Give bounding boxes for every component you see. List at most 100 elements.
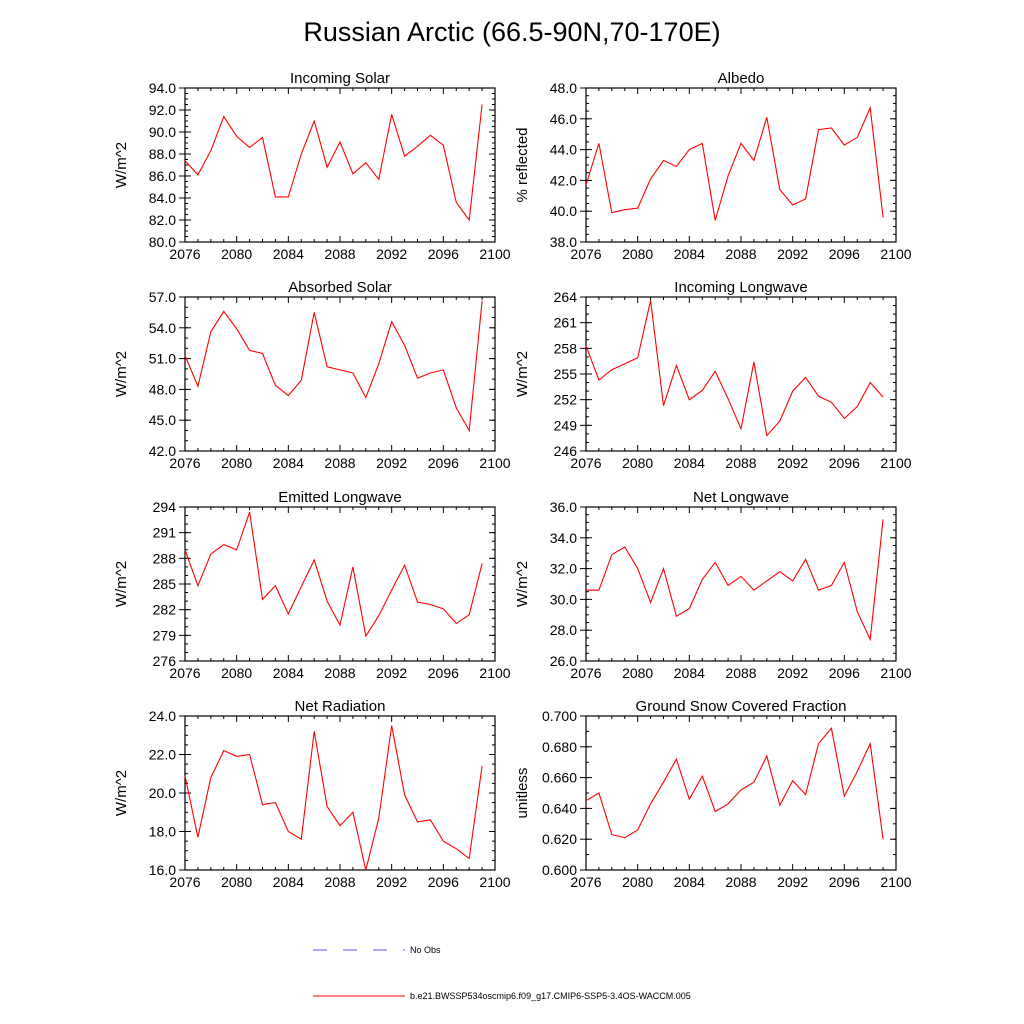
panel-title: Emitted Longwave <box>278 489 401 506</box>
y-tick-label: 80.0 <box>149 234 176 250</box>
series-line <box>586 519 884 642</box>
x-tick-label: 2084 <box>273 665 304 681</box>
x-tick-label: 2080 <box>221 455 252 471</box>
panel-title: Net Longwave <box>693 489 789 506</box>
y-tick-label: 291 <box>153 525 177 541</box>
x-tick-label: 2076 <box>169 665 200 681</box>
figure-title: Russian Arctic (66.5-90N,70-170E) <box>303 17 720 47</box>
y-tick-label: 26.0 <box>550 653 577 669</box>
panel-3: Absorbed Solar W/m^2 2076 2080 2084 2088 2092 2… <box>113 279 511 471</box>
panel-1: Incoming Solar W/m^2 2076 2080 2084 2088 2092 2… <box>113 70 511 262</box>
y-tick-label: 84.0 <box>149 190 176 206</box>
y-tick-label: 48.0 <box>149 381 176 397</box>
x-tick-label: 2076 <box>570 246 601 262</box>
x-tick-label: 2088 <box>725 246 756 262</box>
y-tick-label: 36.0 <box>550 499 577 515</box>
series-line <box>184 511 483 638</box>
y-tick-label: 252 <box>554 392 578 408</box>
series-line <box>585 300 884 437</box>
y-tick-label: 86.0 <box>149 168 176 184</box>
x-tick-label: 2092 <box>777 665 808 681</box>
y-axis-label: W/m^2 <box>514 561 531 607</box>
x-tick-label: 2092 <box>777 455 808 471</box>
y-tick-label: 32.0 <box>550 561 577 577</box>
x-tick-label: 2080 <box>622 246 653 262</box>
x-tick-label: 2088 <box>324 665 355 681</box>
x-tick-label: 2100 <box>479 455 510 471</box>
y-tick-label: 46.0 <box>550 111 577 127</box>
x-tick-label: 2096 <box>829 246 860 262</box>
y-tick-label: 0.620 <box>542 831 577 847</box>
panels: Incoming Solar W/m^2 2076 2080 2084 2088 2092 2… <box>113 70 912 890</box>
x-tick-label: 2084 <box>273 246 304 262</box>
panel-title: Albedo <box>718 70 765 87</box>
panel-2: Albedo % reflected 2076 2080 2084 2088 2092 209… <box>514 70 912 262</box>
plot-frame <box>184 715 496 871</box>
y-tick-label: 255 <box>554 366 578 382</box>
y-tick-label: 34.0 <box>550 530 577 546</box>
y-tick-label: 28.0 <box>550 622 577 638</box>
panel-title: Incoming Solar <box>290 70 390 87</box>
y-tick-label: 0.700 <box>542 708 577 724</box>
x-tick-label: 2100 <box>880 874 911 890</box>
y-axis-label: W/m^2 <box>113 770 130 816</box>
y-tick-label: 51.0 <box>149 351 176 367</box>
y-tick-label: 279 <box>153 627 177 643</box>
y-tick-label: 45.0 <box>149 412 176 428</box>
x-tick-label: 2092 <box>376 246 407 262</box>
y-axis-label: % reflected <box>514 127 531 202</box>
y-tick-label: 0.660 <box>542 770 577 786</box>
panel-7: Net Radiation W/m^2 2076 2080 2084 2088 2092 20… <box>113 698 511 890</box>
x-tick-label: 2084 <box>674 665 705 681</box>
y-tick-label: 0.600 <box>542 862 577 878</box>
plot-frame <box>184 296 496 452</box>
y-tick-label: 44.0 <box>550 142 577 158</box>
x-tick-label: 2084 <box>674 455 705 471</box>
y-tick-label: 258 <box>554 340 578 356</box>
y-tick-label: 30.0 <box>550 591 577 607</box>
y-tick-label: 94.0 <box>149 80 176 96</box>
x-tick-label: 2096 <box>829 665 860 681</box>
x-tick-label: 2088 <box>725 455 756 471</box>
x-tick-label: 2100 <box>880 455 911 471</box>
x-tick-label: 2080 <box>221 874 252 890</box>
plot-frame <box>585 87 897 243</box>
x-tick-label: 2088 <box>725 665 756 681</box>
x-tick-label: 2096 <box>428 874 459 890</box>
x-tick-label: 2080 <box>622 455 653 471</box>
y-tick-label: 294 <box>153 499 177 515</box>
panel-4: Incoming Longwave W/m^2 2076 2080 2084 2088 20… <box>514 279 912 471</box>
x-tick-label: 2080 <box>622 874 653 890</box>
x-tick-label: 2076 <box>570 455 601 471</box>
y-tick-label: 276 <box>153 653 177 669</box>
y-tick-label: 38.0 <box>550 234 577 250</box>
panel-title: Incoming Longwave <box>674 279 807 296</box>
y-tick-label: 264 <box>554 289 578 305</box>
y-tick-label: 261 <box>554 315 578 331</box>
y-axis-label: W/m^2 <box>514 351 531 397</box>
series-line <box>184 104 483 222</box>
y-tick-label: 92.0 <box>149 102 176 118</box>
y-tick-label: 54.0 <box>149 320 176 336</box>
y-axis-label: W/m^2 <box>113 351 130 397</box>
x-tick-label: 2100 <box>880 665 911 681</box>
x-tick-label: 2100 <box>880 246 911 262</box>
x-tick-label: 2076 <box>570 874 601 890</box>
y-tick-label: 249 <box>554 417 578 433</box>
y-tick-label: 48.0 <box>550 80 577 96</box>
legend: No Obs b.e21.BWSSP534oscmip6.f09_g17.CMI… <box>313 945 691 1001</box>
x-tick-label: 2088 <box>324 455 355 471</box>
x-tick-label: 2096 <box>428 246 459 262</box>
x-tick-label: 2096 <box>829 455 860 471</box>
x-tick-label: 2092 <box>376 665 407 681</box>
x-tick-label: 2096 <box>829 874 860 890</box>
y-tick-label: 42.0 <box>550 172 577 188</box>
x-tick-label: 2080 <box>221 665 252 681</box>
y-tick-label: 282 <box>153 602 177 618</box>
panel-6: Net Longwave W/m^2 2076 2080 2084 2088 2092 209… <box>514 489 912 681</box>
y-axis-label: unitless <box>514 768 531 819</box>
x-tick-label: 2084 <box>273 874 304 890</box>
y-tick-label: 22.0 <box>149 747 176 763</box>
x-tick-label: 2100 <box>479 246 510 262</box>
